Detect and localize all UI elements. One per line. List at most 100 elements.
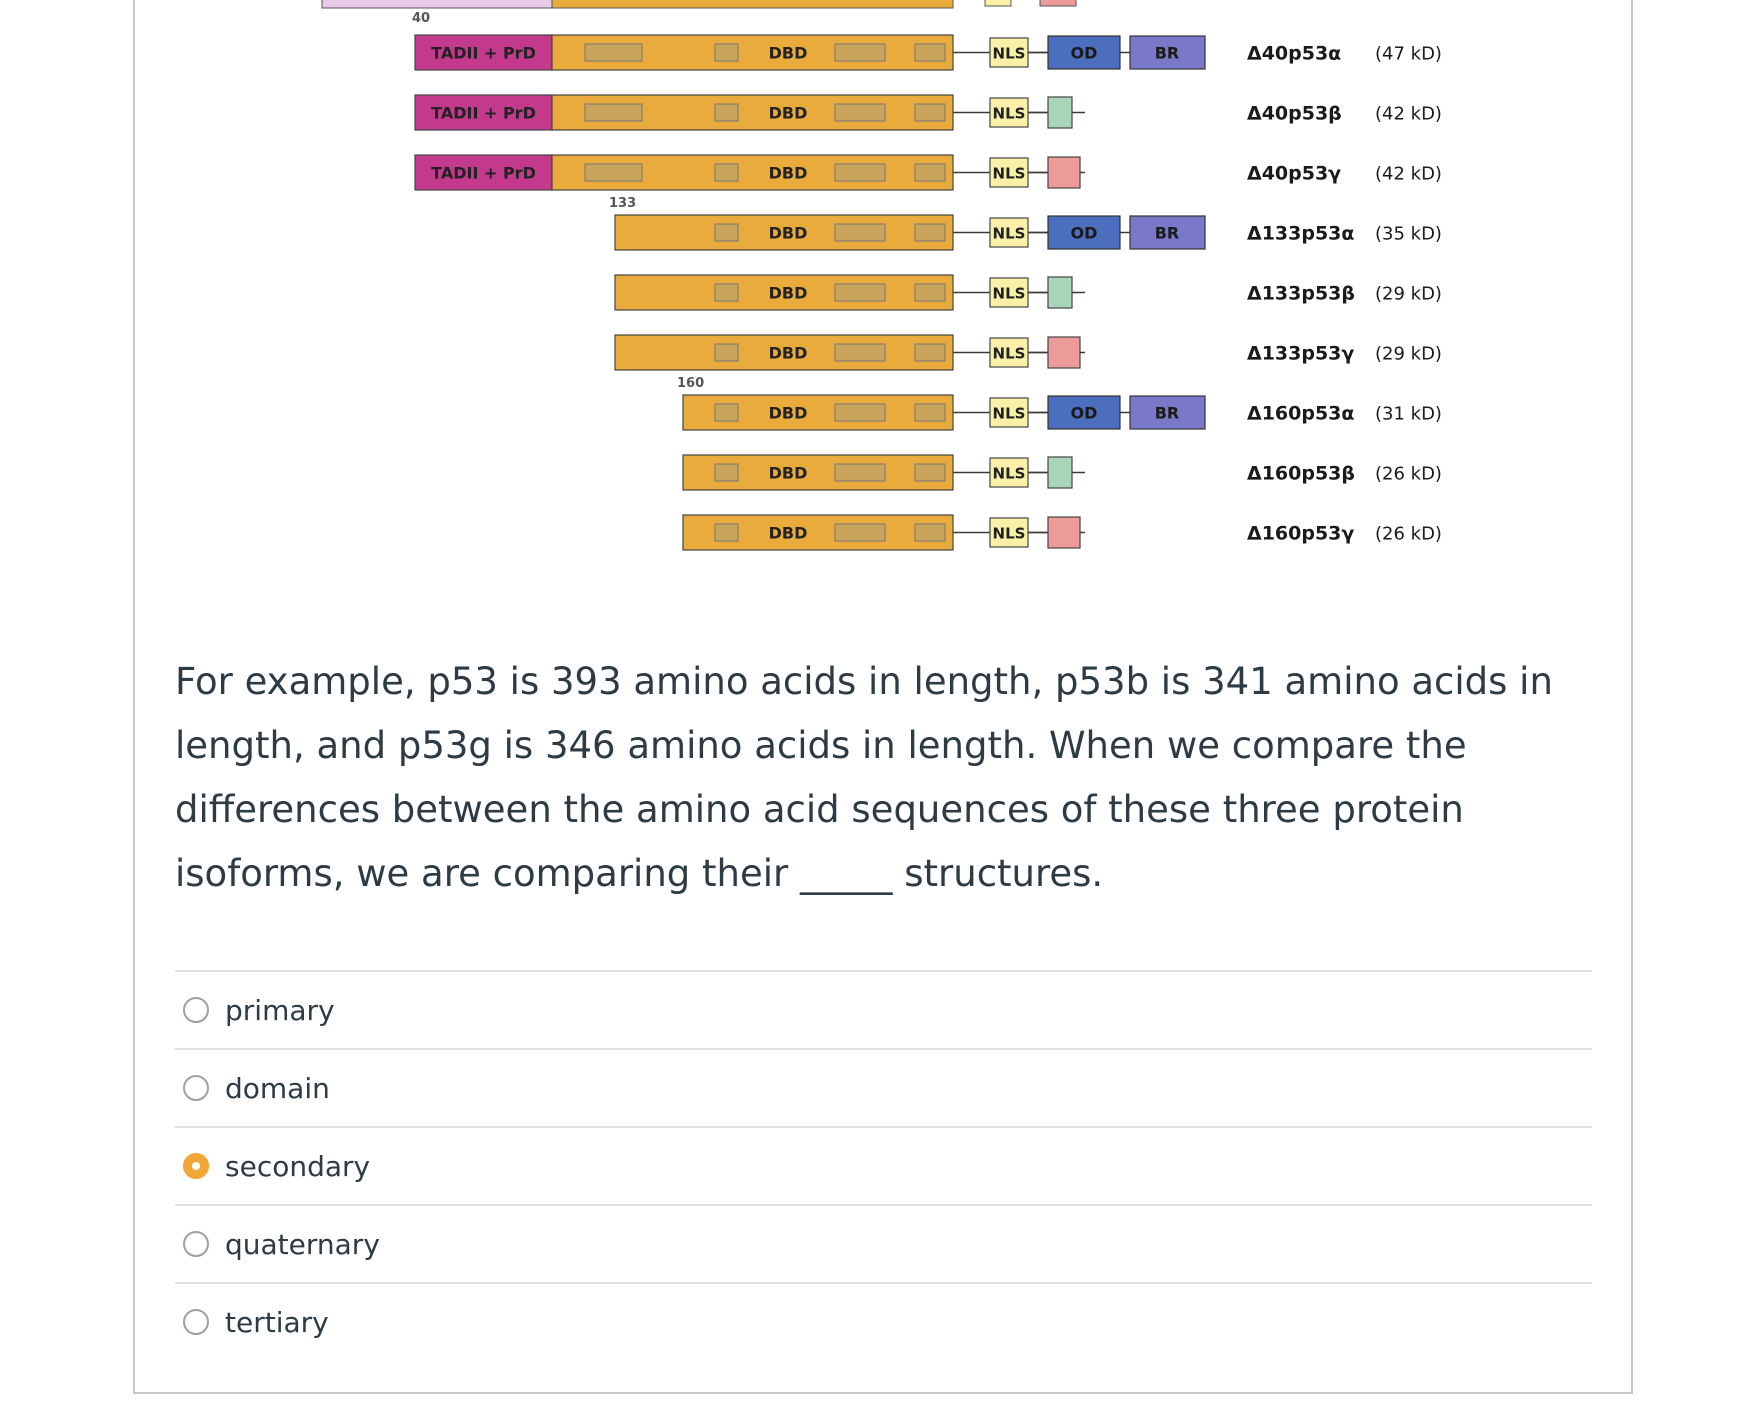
gamma-tail-domain [1047,156,1081,189]
tad-label: TADII + PrD [431,164,536,183]
gamma-tail-domain [1047,336,1081,369]
dbd-label: DBD [769,44,808,63]
isoform-mass: (42 kD) [1375,164,1442,185]
tad-domain [414,34,553,71]
nls-domain [989,37,1029,68]
nls-label: NLS [993,225,1026,243]
br-domain [1129,395,1206,430]
conserved-box [914,163,946,182]
option-tertiary[interactable]: tertiary [175,1282,1592,1360]
radio-icon[interactable] [183,1309,209,1335]
isoform-name: Δ40p53α [1247,43,1341,65]
nls-label: NLS [993,45,1026,63]
tad-domain [414,94,553,131]
nls-domain [989,517,1029,548]
br-label: BR [1155,404,1180,423]
isoform-mass: (47 kD) [1375,44,1442,65]
conserved-box [584,163,643,182]
conserved-box [714,223,739,242]
nls-domain [989,457,1029,488]
conserved-box [584,103,643,122]
dbd-label: DBD [769,524,808,543]
dbd-label: DBD [769,164,808,183]
isoform-name: Δ40p53γ [1247,163,1341,185]
isoform-name: Δ133p53α [1247,223,1354,245]
conserved-box [714,463,739,482]
conserved-box [714,403,739,422]
isoform-name: Δ133p53β [1247,283,1355,305]
radio-icon[interactable] [183,1075,209,1101]
tad-label: TADII + PrD [431,44,536,63]
position-marker: 160 [677,376,704,391]
od-domain [1047,35,1121,70]
conserved-box [714,523,739,542]
nls-domain [989,157,1029,188]
option-domain[interactable]: domain [175,1048,1592,1126]
conserved-box [914,283,946,302]
nls-label: NLS [993,525,1026,543]
radio-icon[interactable] [183,997,209,1023]
conserved-box [714,163,739,182]
p53-isoform-diagram: 40 TADII + PrD DBD NLS OD BR Δ40p53α (47 kD) TAD… [321,0,1442,551]
isoform-mass: (42 kD) [1375,104,1442,125]
conserved-box [914,343,946,362]
radio-icon[interactable] [183,1153,209,1179]
nls-label: NLS [993,105,1026,123]
isoform-name: Δ133p53γ [1247,343,1354,365]
conserved-box [834,43,886,62]
nls-domain [989,397,1029,428]
dbd-domain [614,274,954,311]
od-label: OD [1071,404,1098,423]
nls-label: NLS [993,405,1026,423]
dbd-label: DBD [769,284,808,303]
answer-options: primary domain secondary quaternary tert… [175,970,1592,1360]
dbd-label: DBD [769,344,808,363]
option-quaternary[interactable]: quaternary [175,1204,1592,1282]
nls-domain [989,277,1029,308]
tad-domain [414,154,553,191]
beta-tail-domain [1047,456,1073,489]
option-label: primary [225,993,335,1027]
isoform-mass: (29 kD) [1375,344,1442,365]
nls-label: NLS [993,165,1026,183]
conserved-box [914,463,946,482]
radio-icon[interactable] [183,1231,209,1257]
conserved-box [714,283,739,302]
option-label: secondary [225,1149,371,1183]
od-domain [1047,395,1121,430]
nls-label: NLS [993,285,1026,303]
isoform-name: Δ40p53β [1247,103,1342,125]
nls-partial-block [984,0,1012,7]
tadI-partial-block [321,0,553,9]
conserved-box [834,463,886,482]
position-marker-40: 40 [412,11,430,26]
option-label: domain [225,1071,330,1105]
gamma-tail-domain [1047,516,1081,549]
conserved-box [914,223,946,242]
conserved-box [834,523,886,542]
conserved-box [834,343,886,362]
question-text: For example, p53 is 393 amino acids in l… [175,660,1553,895]
conserved-box [834,283,886,302]
nls-domain [989,217,1029,248]
conserved-box [714,43,739,62]
isoform-mass: (26 kD) [1375,464,1442,485]
option-secondary[interactable]: secondary [175,1126,1592,1204]
conserved-box [834,403,886,422]
br-label: BR [1155,224,1180,243]
conserved-box [914,403,946,422]
isoform-mass: (26 kD) [1375,524,1442,545]
dbd-domain [614,334,954,371]
isoform-mass: (29 kD) [1375,284,1442,305]
dbd-label: DBD [769,104,808,123]
conserved-box [834,223,886,242]
od-label: OD [1071,44,1098,63]
option-label: quaternary [225,1227,380,1261]
tad-label: TADII + PrD [431,104,536,123]
conserved-box [834,103,886,122]
conserved-box [714,103,739,122]
option-primary[interactable]: primary [175,970,1592,1048]
br-label: BR [1155,44,1180,63]
conserved-box [914,523,946,542]
dbd-domain [614,214,954,251]
